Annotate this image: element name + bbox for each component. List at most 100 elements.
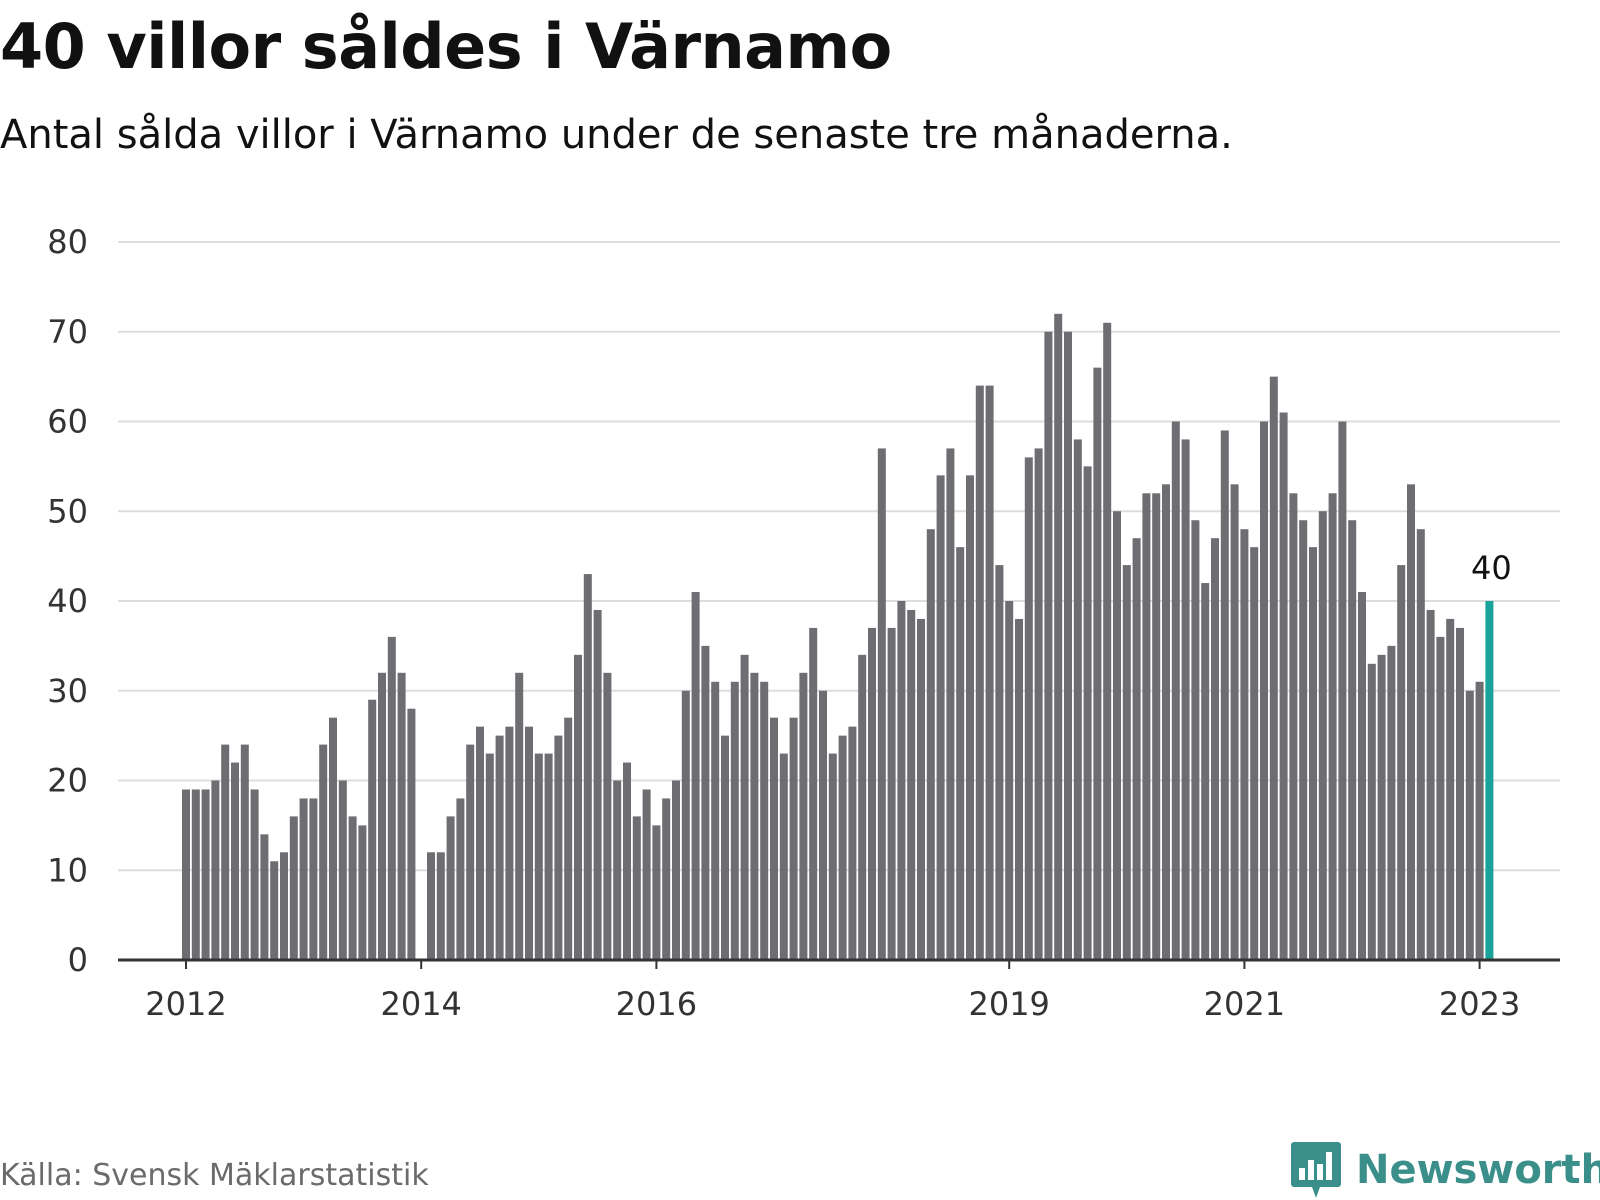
bar [779,753,788,960]
highlight-bar [1485,601,1494,960]
bar [819,690,827,960]
bar [309,798,318,960]
bar [338,780,347,960]
bar [750,672,759,960]
bar [1475,681,1484,960]
bar [1211,538,1219,960]
y-tick-label: 10 [47,851,88,889]
bar [397,672,406,960]
bar [877,448,886,960]
bar [495,735,504,960]
chart-title: 40 villor såldes i Värnamo [0,10,892,83]
bar [240,744,249,960]
bar [1054,313,1063,960]
bar [1260,421,1268,960]
y-axis-labels: 0 10 20 30 40 50 60 70 80 [47,223,88,979]
bar [1132,538,1141,960]
bar [701,645,710,960]
y-tick-label: 20 [47,762,88,800]
bar [1005,601,1014,960]
bar [280,852,288,960]
x-tick-label: 2014 [380,985,461,1023]
bar [897,601,906,960]
newsworthy-bar-chart-icon [1291,1142,1341,1198]
bar [1387,645,1396,960]
y-tick-label: 30 [47,672,88,710]
brand-name: Newsworthy [1356,1147,1600,1193]
bar [1034,448,1043,960]
bar [485,753,494,960]
bar [1240,529,1249,960]
bar [1122,565,1131,960]
bar [623,762,631,960]
bar [1465,690,1474,960]
bar [1358,592,1366,960]
bar [1279,412,1288,960]
bar [260,834,269,960]
bar [1338,421,1347,960]
bar [446,816,455,960]
bar [995,565,1004,960]
bar [191,789,200,960]
brand: Newsworthy [1290,1140,1600,1200]
y-tick-label: 50 [47,492,88,530]
x-axis-ticks: 2012 2014 2016 2019 2021 2023 [145,960,1520,1023]
bar [730,681,739,960]
bar [329,717,337,960]
bar [613,780,622,960]
bar [1446,618,1455,960]
bars [182,313,1494,961]
bar [975,385,984,961]
bar [917,618,925,960]
bar [319,744,328,960]
bar [593,609,602,960]
bar [1015,618,1023,960]
bar [956,547,965,960]
bar [1024,457,1033,960]
bar [387,636,396,960]
bar [926,529,935,960]
bar [642,789,651,960]
bar [799,672,808,960]
bar [652,825,661,960]
y-tick-label: 0 [68,941,88,979]
bar [936,475,945,960]
bar [1397,565,1406,960]
bar [358,825,367,960]
bar [436,852,445,960]
bar [838,735,847,960]
bar [348,816,357,960]
bar [1103,322,1112,960]
x-tick-label: 2012 [145,985,226,1023]
bar [887,627,896,960]
y-tick-label: 80 [47,223,88,261]
bar [740,654,749,960]
bar [789,717,798,960]
bar [1289,493,1298,960]
bar [564,717,573,960]
bar [534,753,543,960]
source-note: Källa: Svensk Mäklarstatistik [0,1158,429,1193]
bar [515,672,524,960]
bar [201,789,210,960]
bar [1181,439,1190,960]
bar [760,681,769,960]
bar [407,708,416,960]
bar [1044,331,1053,960]
bar [1299,520,1308,960]
bar [603,672,612,960]
bar [1083,466,1092,960]
chart-subtitle: Antal sålda villor i Värnamo under de se… [0,112,1233,158]
bar [691,592,700,960]
bar [1348,520,1357,960]
bar [721,735,729,960]
bar [1456,627,1464,960]
bar [1269,376,1278,960]
bar [231,762,239,960]
bar [1152,493,1161,960]
y-tick-label: 40 [47,582,88,620]
bar [1328,493,1337,960]
bar [1426,609,1435,960]
bar [544,753,553,960]
